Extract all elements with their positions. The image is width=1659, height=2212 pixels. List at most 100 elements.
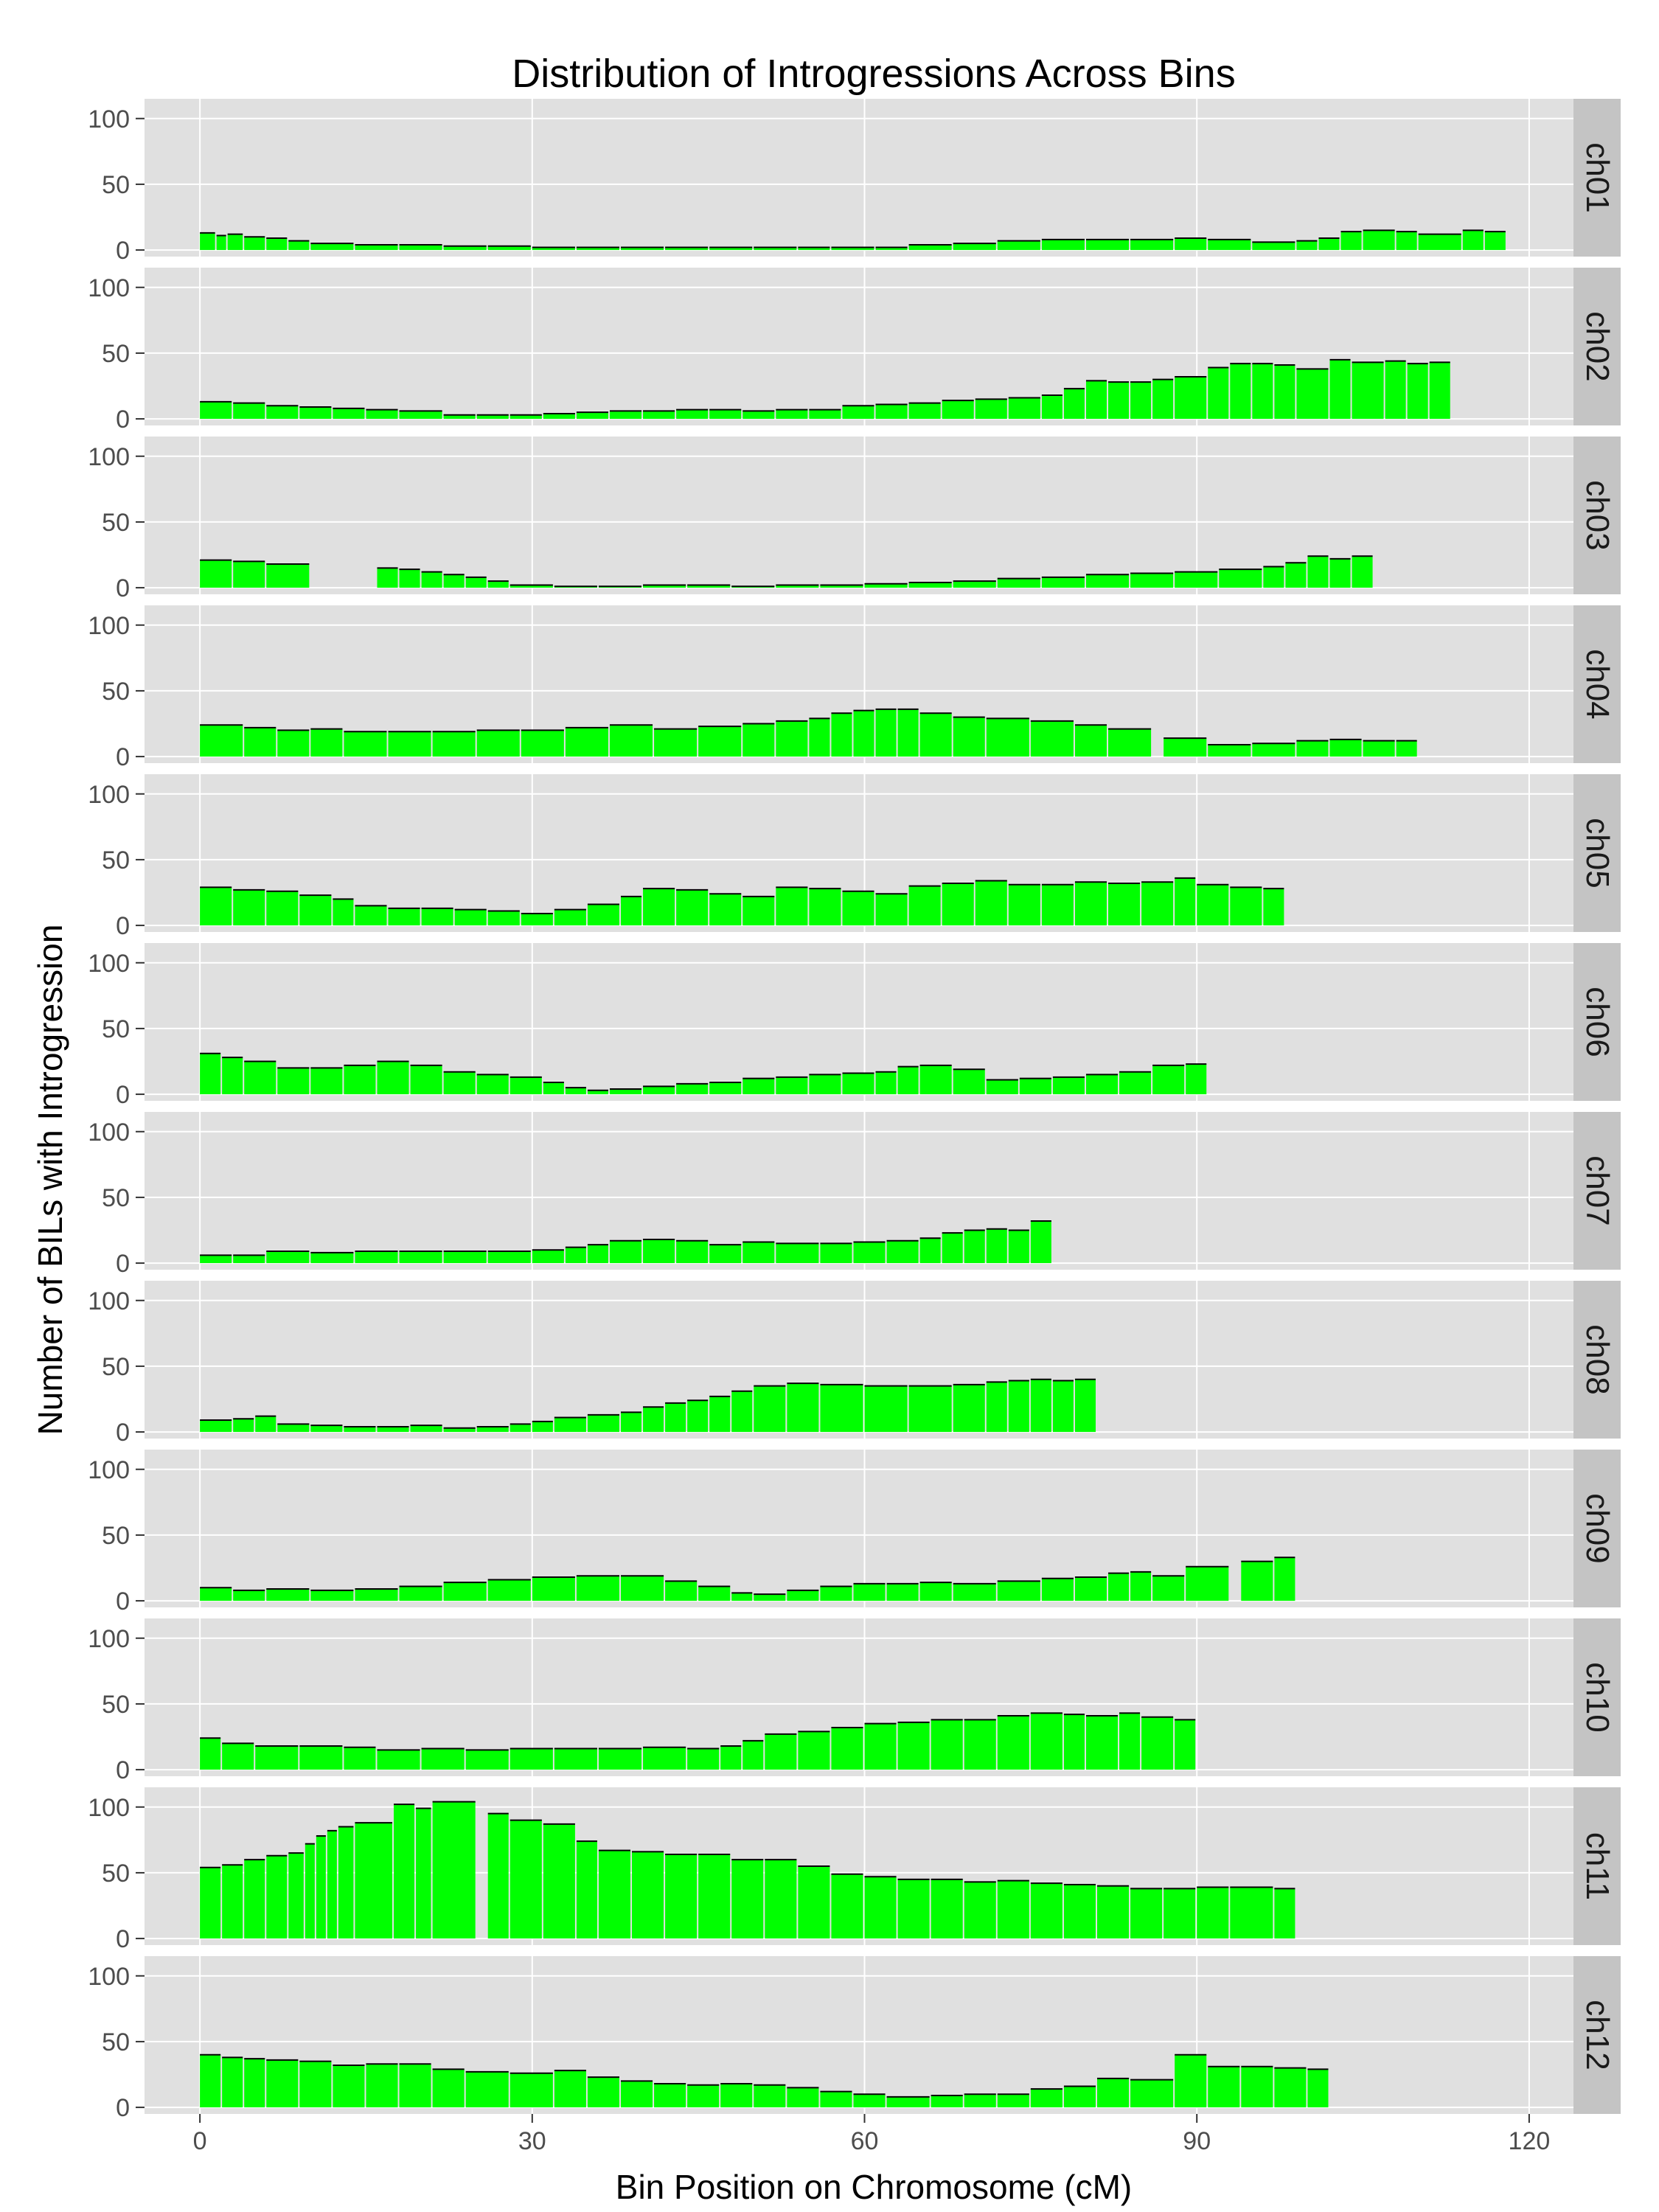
bar <box>1085 239 1130 251</box>
bar <box>1030 1713 1062 1770</box>
bar <box>975 399 1007 420</box>
bar <box>986 718 1029 757</box>
bar <box>377 568 398 588</box>
bar <box>1307 2069 1329 2108</box>
bar <box>1208 2066 1240 2108</box>
bar <box>776 585 819 588</box>
bar <box>676 409 709 420</box>
bar <box>338 1826 354 1939</box>
bar <box>1175 377 1207 420</box>
bar <box>1152 1576 1185 1601</box>
y-tick-label: 100 <box>88 1456 130 1484</box>
y-tick-label: 100 <box>88 1625 130 1653</box>
bar <box>621 1576 664 1601</box>
bar <box>643 1407 664 1433</box>
bar <box>820 1243 852 1264</box>
bar <box>1152 1065 1185 1095</box>
bar <box>200 1420 232 1433</box>
bar <box>1462 230 1484 251</box>
bar <box>487 911 520 926</box>
facet-strip <box>1573 99 1621 257</box>
bar <box>233 561 265 588</box>
bar <box>742 896 775 926</box>
bar <box>476 1074 509 1095</box>
facet-strip <box>1573 1281 1621 1439</box>
bar <box>200 1053 221 1095</box>
bar <box>609 725 653 757</box>
bar <box>798 1866 830 1939</box>
bar <box>1041 239 1085 251</box>
bar <box>487 1579 531 1601</box>
bar <box>886 1583 919 1601</box>
bar <box>299 1745 343 1770</box>
bar <box>908 1385 952 1433</box>
bar <box>1274 1888 1295 1939</box>
facet-strip <box>1573 1112 1621 1270</box>
bar <box>665 1854 698 1939</box>
bar <box>288 1853 304 1939</box>
bar <box>1085 380 1107 420</box>
bar <box>731 1593 753 1601</box>
bar <box>532 247 575 251</box>
bar <box>1385 361 1406 420</box>
y-tick-label: 50 <box>102 1860 130 1888</box>
bar <box>227 234 243 251</box>
bar <box>942 400 974 420</box>
bar <box>953 1583 996 1601</box>
bar <box>509 1424 531 1433</box>
bar <box>997 1880 1029 1939</box>
bar <box>908 886 941 926</box>
bar <box>1296 369 1329 420</box>
bar <box>754 1594 786 1601</box>
bar <box>809 718 830 757</box>
bar <box>809 1074 841 1095</box>
facet-strip <box>1573 268 1621 425</box>
bar <box>1085 1715 1119 1770</box>
bar <box>576 412 608 420</box>
facet-label-ch06: ch06 <box>1579 987 1615 1057</box>
bar <box>864 1385 908 1433</box>
bar <box>1396 740 1417 757</box>
bar <box>1252 364 1273 420</box>
x-axis: 0 30 60 90 120 <box>193 2114 1550 2155</box>
bar <box>421 571 442 588</box>
bar <box>632 1851 664 1939</box>
facet-strip <box>1573 605 1621 763</box>
bar <box>222 1743 254 1770</box>
y-tick-label: 0 <box>116 1756 130 1784</box>
bar <box>509 2073 553 2108</box>
y-tick-label: 0 <box>116 2094 130 2122</box>
bar <box>676 1083 709 1095</box>
bar <box>1008 397 1040 420</box>
y-tick-label: 50 <box>102 678 130 706</box>
bar <box>1063 2086 1096 2108</box>
bar <box>366 409 398 420</box>
bar <box>875 1071 897 1095</box>
panel-ch06: 0 50 100 ch06 <box>88 943 1621 1109</box>
bar <box>1130 573 1174 588</box>
y-tick-label: 100 <box>88 950 130 978</box>
bar <box>1164 1888 1196 1939</box>
bar <box>709 894 742 926</box>
y-tick-label: 100 <box>88 612 130 640</box>
bar <box>1175 877 1196 926</box>
bar <box>1352 362 1384 420</box>
bar <box>377 1426 409 1433</box>
facet-label-ch01: ch01 <box>1579 142 1615 212</box>
bar <box>864 1723 897 1770</box>
bar <box>742 723 775 757</box>
bar <box>465 577 487 588</box>
bar <box>776 409 808 420</box>
bar <box>233 1255 265 1264</box>
bar <box>509 1748 553 1770</box>
bar <box>1108 382 1130 420</box>
bar <box>565 727 608 757</box>
bar <box>931 1879 963 1939</box>
bar <box>1219 569 1262 588</box>
bar <box>919 1065 952 1095</box>
bar <box>609 411 642 420</box>
bar <box>1030 1883 1062 1939</box>
facet-label-ch04: ch04 <box>1579 649 1615 719</box>
bar <box>244 1061 276 1095</box>
